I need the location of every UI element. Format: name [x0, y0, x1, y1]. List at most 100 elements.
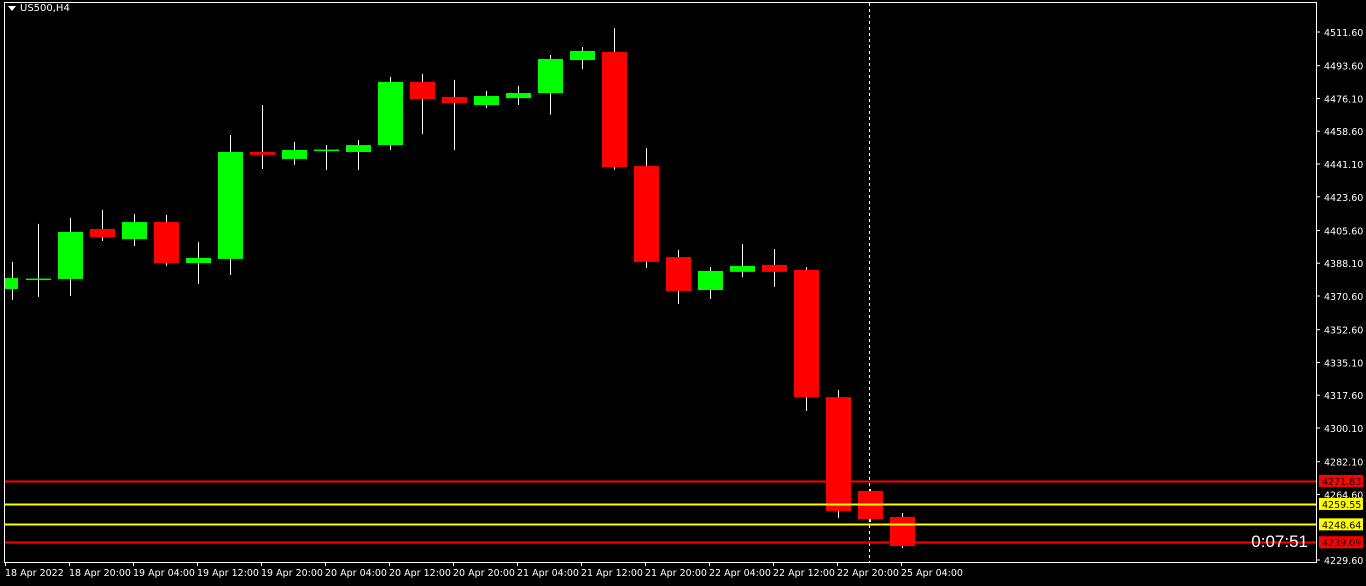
price-tick-label: 4441.10 [1324, 160, 1363, 171]
candle [186, 242, 211, 285]
candle-body [666, 257, 691, 291]
time-tick-label: 20 Apr 12:00 [389, 568, 451, 579]
time-tick-label: 19 Apr 12:00 [197, 568, 259, 579]
candle-body [58, 231, 83, 279]
candle-body [538, 58, 563, 94]
candle [90, 210, 115, 241]
candle-body [346, 145, 371, 153]
candle [26, 223, 51, 297]
candle-body [442, 96, 467, 103]
time-tick-label: 19 Apr 04:00 [133, 568, 195, 579]
candle [154, 214, 179, 267]
candle [218, 134, 243, 276]
price-tick-label: 4370.60 [1324, 292, 1363, 303]
candle-body [890, 516, 915, 546]
candle-body [122, 222, 147, 240]
price-tick-label: 4264.60 [1324, 490, 1363, 501]
time-tick-label: 22 Apr 12:00 [773, 568, 835, 579]
candle-body [570, 50, 595, 61]
candle-body [5, 278, 18, 290]
candle [5, 261, 18, 300]
candle-body [506, 93, 531, 99]
candle [826, 389, 851, 518]
symbol-label: US500,H4 [20, 3, 70, 14]
dropdown-triangle-icon [8, 6, 16, 11]
candle [410, 73, 435, 135]
price-tick-label: 4458.60 [1324, 127, 1363, 138]
price-tick-label: 4423.60 [1324, 193, 1363, 204]
level-price-badge [1319, 497, 1363, 510]
candle [698, 267, 723, 299]
candle [378, 76, 403, 150]
candle [538, 55, 563, 115]
candle-body [730, 266, 755, 272]
candle-body [474, 96, 499, 106]
candle [730, 243, 755, 278]
candle [634, 148, 659, 269]
plot-frame [4, 2, 1317, 563]
price-tick-label: 4229.60 [1324, 556, 1363, 567]
price-tick-label: 4317.60 [1324, 391, 1363, 402]
candle [58, 217, 83, 296]
candle-body [218, 152, 243, 259]
time-tick-label: 18 Apr 2022 [5, 568, 64, 579]
candle-body [314, 149, 339, 152]
level-price-badge [1319, 474, 1363, 487]
candle-body [378, 81, 403, 146]
candle-body [282, 149, 307, 159]
candle [762, 249, 787, 287]
time-tick-label: 21 Apr 20:00 [645, 568, 707, 579]
time-tick-label: 22 Apr 20:00 [837, 568, 899, 579]
candle [506, 85, 531, 106]
candle [666, 249, 691, 305]
symbol-menu[interactable]: US500,H4 [8, 3, 70, 14]
time-tick-label: 20 Apr 20:00 [453, 568, 515, 579]
price-tick-label: 4335.10 [1324, 358, 1363, 369]
candle [474, 90, 499, 109]
candle-body [826, 397, 851, 511]
candle [346, 140, 371, 170]
candle [250, 105, 275, 170]
candle-body [634, 166, 659, 262]
candle-body [602, 52, 627, 167]
candle [282, 141, 307, 165]
time-tick-label: 18 Apr 20:00 [69, 568, 131, 579]
time-tick-label: 25 Apr 04:00 [901, 568, 963, 579]
candle-body [794, 269, 819, 398]
time-tick-label: 21 Apr 04:00 [517, 568, 579, 579]
price-tick-label: 4493.60 [1324, 62, 1363, 73]
time-tick-label: 22 Apr 04:00 [709, 568, 771, 579]
level-price-label: 4271.83 [1322, 477, 1361, 488]
level-price-label: 4259.55 [1322, 500, 1361, 511]
candle-body [90, 228, 115, 238]
candle-body [26, 278, 51, 281]
price-tick-label: 4476.10 [1324, 94, 1363, 105]
candle-body [186, 257, 211, 264]
level-price-label: 4248.64 [1322, 520, 1361, 531]
level-price-label: 4239.09 [1322, 538, 1361, 549]
candle [794, 267, 819, 411]
price-tick-label: 4300.10 [1324, 424, 1363, 435]
price-tick-label: 4352.60 [1324, 326, 1363, 337]
candle [570, 46, 595, 70]
candle-body [250, 152, 275, 155]
bar-countdown: 0:07:51 [1251, 532, 1308, 551]
candle [602, 28, 627, 170]
price-tick-label: 4405.60 [1324, 226, 1363, 237]
candle-body [410, 81, 435, 100]
candle-body [762, 264, 787, 272]
candle [314, 145, 339, 170]
price-tick-label: 4388.10 [1324, 259, 1363, 270]
time-tick-label: 19 Apr 20:00 [261, 568, 323, 579]
candle-body [154, 222, 179, 264]
candle [122, 213, 147, 247]
time-tick-label: 21 Apr 12:00 [581, 568, 643, 579]
candle [890, 513, 915, 549]
time-tick-label: 20 Apr 04:00 [325, 568, 387, 579]
level-price-badge [1319, 536, 1363, 549]
price-tick-label: 4511.60 [1324, 28, 1363, 39]
price-tick-label: 4282.10 [1324, 458, 1363, 469]
candle [442, 79, 467, 150]
level-price-badge [1319, 518, 1363, 531]
